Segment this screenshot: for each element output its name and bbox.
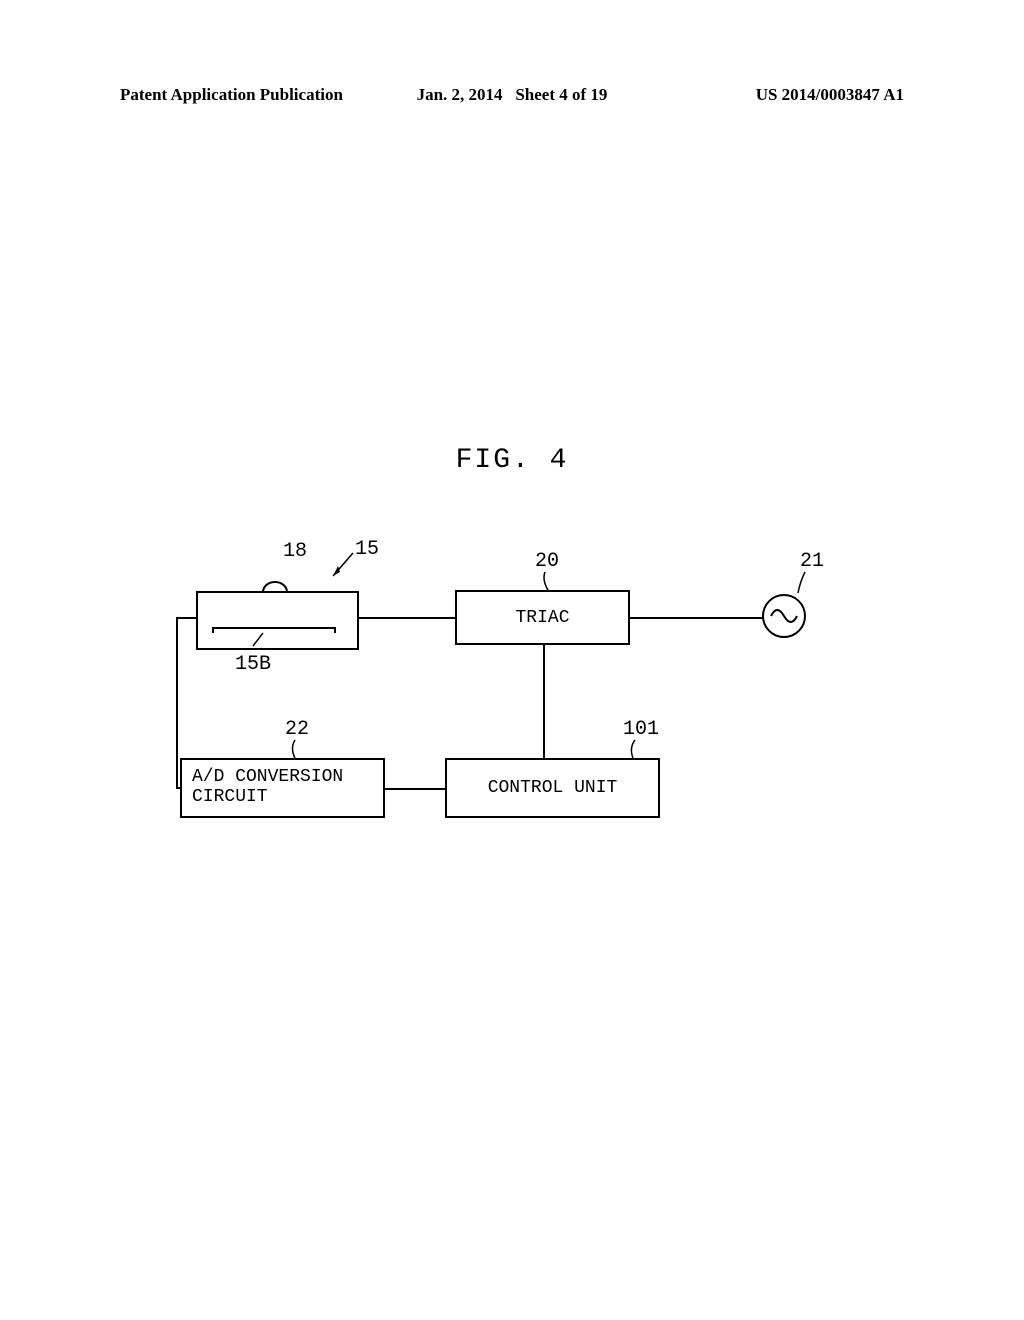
ad-label-1: A/D CONVERSION <box>192 768 343 788</box>
ac-source-symbol <box>760 592 810 642</box>
control-unit-label: CONTROL UNIT <box>488 778 618 798</box>
ad-label-2: CIRCUIT <box>192 788 268 808</box>
triac-block: TRIAC <box>455 590 630 645</box>
block-diagram: 18 15B 15 TRIAC 20 21 A/D CONVERSION CIR… <box>175 530 855 880</box>
ref-15b: 15B <box>235 653 271 676</box>
publication-type: Patent Application Publication <box>120 85 381 105</box>
figure-title: FIG. 4 <box>456 445 569 476</box>
page-date-sheet: Jan. 2, 2014 Sheet 4 of 19 <box>381 85 642 105</box>
ref-18: 18 <box>283 540 307 563</box>
ref-101-leader <box>625 738 645 760</box>
ref-20-leader <box>540 570 560 592</box>
sensor-outline <box>195 578 365 668</box>
wire-triac-to-control <box>543 645 545 758</box>
triac-label: TRIAC <box>515 608 569 628</box>
publication-number: US 2014/0003847 A1 <box>643 85 904 105</box>
wire-sensor-to-ad <box>171 590 201 790</box>
ref-22-leader <box>287 738 307 760</box>
wire-triac-to-ac <box>630 617 763 619</box>
wire-sensor-to-triac <box>358 617 455 619</box>
wire-ad-to-control <box>385 788 445 790</box>
control-unit-block: CONTROL UNIT <box>445 758 660 818</box>
ref-21-leader <box>795 570 815 595</box>
ref-15: 15 <box>355 538 379 561</box>
ad-converter-block: A/D CONVERSION CIRCUIT <box>180 758 385 818</box>
page-header: Patent Application Publication Jan. 2, 2… <box>0 85 1024 105</box>
